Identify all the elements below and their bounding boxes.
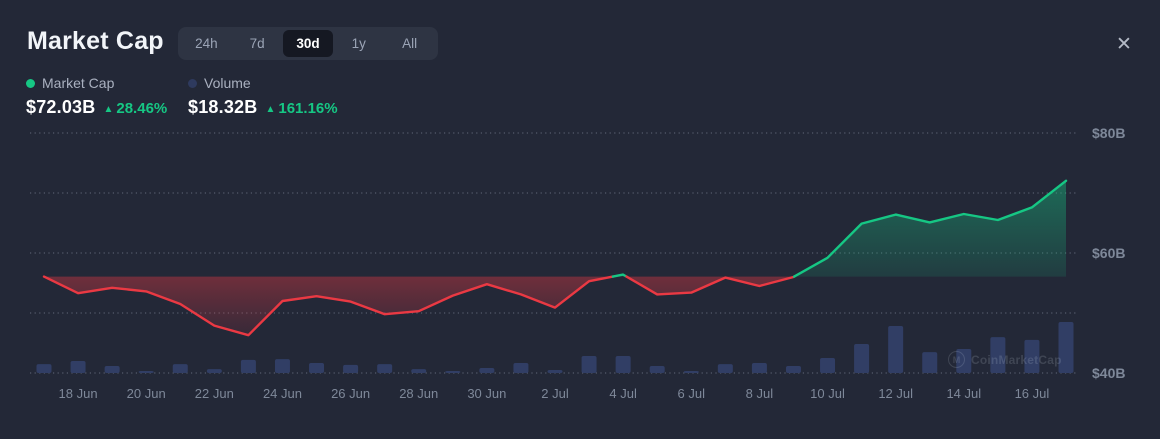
market-cap-change: ▲ 28.46% — [103, 100, 168, 117]
x-axis-label: 16 Jul — [1015, 386, 1050, 401]
volume-bar[interactable] — [513, 362, 529, 373]
volume-change: ▲ 161.16% — [265, 100, 338, 117]
x-axis-label: 6 Jul — [678, 386, 706, 401]
volume-bar[interactable] — [36, 364, 52, 373]
market-cap-value: $72.03B — [26, 97, 96, 117]
tab-24h[interactable]: 24h — [195, 36, 218, 51]
volume-bar[interactable] — [990, 337, 1006, 373]
volume-bar[interactable] — [888, 325, 904, 373]
area-above-baseline — [794, 180, 1066, 277]
tab-7d[interactable]: 7d — [249, 36, 265, 51]
page-title: Market Cap — [27, 27, 164, 55]
volume-bar[interactable] — [751, 362, 767, 373]
x-axis-label: 22 Jun — [195, 386, 234, 401]
tab-all[interactable]: All — [402, 36, 418, 51]
volume-bar[interactable] — [479, 367, 495, 373]
volume-bar[interactable] — [1024, 339, 1040, 373]
x-axis-label: 12 Jul — [878, 386, 913, 401]
area-below-baseline — [626, 276, 795, 295]
y-axis-label: $60B — [1092, 245, 1125, 261]
x-axis-label: 26 Jun — [331, 386, 370, 401]
volume-bar[interactable] — [377, 364, 393, 373]
volume-bar[interactable] — [445, 371, 461, 373]
volume-bar[interactable] — [411, 369, 427, 373]
volume-bar[interactable] — [274, 359, 290, 373]
y-axis-label: $40B — [1092, 365, 1125, 381]
volume-bar[interactable] — [922, 352, 938, 373]
volume-bar[interactable] — [240, 359, 256, 373]
volume-bar[interactable] — [70, 361, 86, 373]
x-axis-label: 8 Jul — [746, 386, 774, 401]
area-below-baseline — [44, 276, 613, 336]
y-axis-label: $80B — [1092, 125, 1125, 141]
volume-bar[interactable] — [581, 356, 597, 373]
x-axis-label: 18 Jun — [59, 386, 98, 401]
legend-volume[interactable]: Volume $18.32B ▲ 161.16% — [188, 75, 338, 118]
x-axis-label: 20 Jun — [127, 386, 166, 401]
up-arrow-icon: ▲ — [103, 104, 114, 115]
close-icon[interactable]: ✕ — [1116, 33, 1132, 55]
volume-bar[interactable] — [956, 349, 972, 373]
volume-bar[interactable] — [649, 366, 665, 373]
volume-legend-label: Volume — [204, 75, 251, 91]
volume-bar[interactable] — [343, 364, 359, 373]
volume-bar[interactable] — [854, 344, 870, 373]
volume-bar[interactable] — [717, 364, 733, 373]
x-axis-label: 24 Jun — [263, 386, 302, 401]
x-axis-label: 4 Jul — [609, 386, 637, 401]
volume-bar[interactable] — [1058, 322, 1074, 373]
market-cap-line-up — [793, 179, 1068, 278]
volume-bar[interactable] — [138, 371, 154, 373]
volume-value: $18.32B — [188, 97, 258, 117]
volume-bar[interactable] — [104, 366, 120, 373]
market-cap-dot-icon — [26, 78, 35, 88]
x-axis-label: 30 Jun — [467, 386, 506, 401]
x-axis-label: 14 Jul — [946, 386, 981, 401]
volume-dot-icon — [188, 78, 197, 88]
tab-1y[interactable]: 1y — [351, 36, 366, 51]
time-range-tabs: 24h 7d 30d 1y All — [178, 27, 438, 60]
volume-bar[interactable] — [206, 369, 222, 373]
market-cap-line-down — [42, 275, 615, 337]
volume-bar[interactable] — [309, 362, 325, 373]
market-cap-legend-label: Market Cap — [42, 75, 115, 91]
tab-30d[interactable]: 30d — [282, 30, 334, 57]
volume-bar[interactable] — [547, 369, 563, 373]
volume-bar[interactable] — [615, 356, 631, 373]
up-arrow-icon: ▲ — [265, 104, 276, 115]
market-cap-line-up — [611, 273, 628, 278]
volume-bar[interactable] — [683, 371, 699, 373]
volume-bar[interactable] — [820, 357, 836, 373]
x-axis-label: 2 Jul — [541, 386, 569, 401]
x-axis-label: 10 Jul — [810, 386, 845, 401]
legend-market-cap[interactable]: Market Cap $72.03B ▲ 28.46% — [26, 75, 167, 118]
volume-bar[interactable] — [785, 366, 801, 373]
x-axis-label: 28 Jun — [399, 386, 438, 401]
volume-bar[interactable] — [172, 364, 188, 373]
